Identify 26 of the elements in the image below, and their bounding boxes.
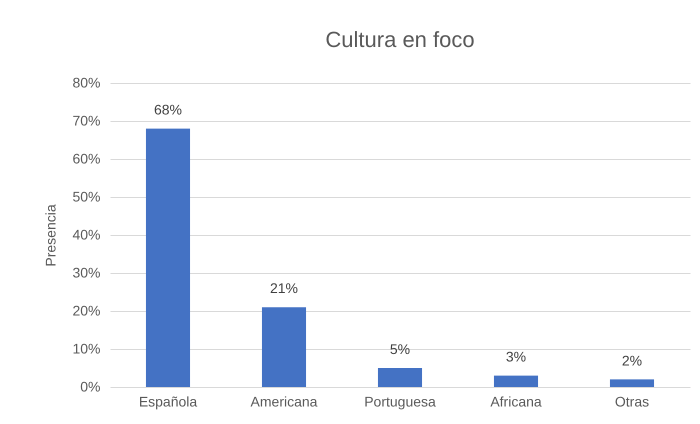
bar [494,376,538,387]
chart-title: Cultura en foco [325,27,475,52]
y-tick-label: 30% [72,264,100,280]
x-tick-label: Americana [250,394,318,410]
y-tick-label: 10% [72,340,100,356]
x-tick-label: Portuguesa [364,394,436,410]
bar [146,128,190,387]
bar [262,307,306,387]
bar [378,368,422,387]
y-tick-label: 80% [72,74,100,90]
data-label: 2% [622,352,642,368]
bar [610,379,654,387]
data-label: 21% [270,280,298,296]
data-label: 3% [506,348,526,365]
y-tick-label: 60% [72,150,100,166]
y-tick-label: 20% [72,302,100,318]
y-tick-label: 70% [72,112,100,128]
y-tick-label: 0% [80,378,100,394]
x-tick-label: Española [138,394,198,410]
y-tick-label: 50% [72,188,100,204]
data-label: 5% [390,341,410,357]
y-tick-label: 40% [72,226,100,242]
y-axis-title: Presencia [42,204,58,267]
x-tick-label: Otras [614,394,650,410]
x-tick-label: Africana [490,394,542,410]
data-label: 68% [154,102,182,118]
